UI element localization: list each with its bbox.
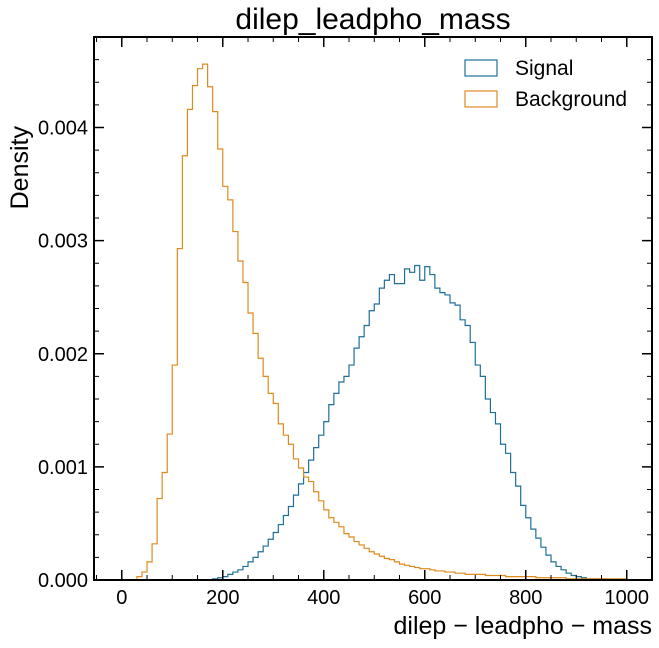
series-layer xyxy=(121,63,628,581)
y-tick-label: 0.003 xyxy=(38,231,88,253)
legend-label-signal: Signal xyxy=(515,57,573,80)
legend-label-background: Background xyxy=(515,88,627,111)
y-tick-label: 0.001 xyxy=(38,457,88,479)
series-background-step xyxy=(121,63,628,581)
x-tick-label: 600 xyxy=(408,587,441,609)
y-tick-label: 0.000 xyxy=(38,570,88,592)
ticks-layer: 0 200 400 600 800 1000 0.000 0.001 0.002 0.003 0.0… xyxy=(38,37,653,609)
legend-swatch-signal xyxy=(464,59,498,77)
chart-title: dilep_leadpho_mass xyxy=(235,3,510,36)
x-tick-label: 400 xyxy=(307,587,340,609)
legend: Signal Background xyxy=(464,57,627,111)
legend-swatch-background xyxy=(464,90,498,108)
x-tick-label: 0 xyxy=(116,587,127,609)
x-tick-label: 1000 xyxy=(605,587,650,609)
y-tick-label: 0.002 xyxy=(38,344,88,366)
x-axis-label: dilep − leadpho − mass xyxy=(393,612,652,640)
y-axis-label: Density xyxy=(6,126,34,210)
x-tick-label: 200 xyxy=(206,587,239,609)
y-tick-label: 0.004 xyxy=(38,118,88,140)
x-tick-label: 800 xyxy=(509,587,542,609)
series-signal-step xyxy=(121,264,627,581)
